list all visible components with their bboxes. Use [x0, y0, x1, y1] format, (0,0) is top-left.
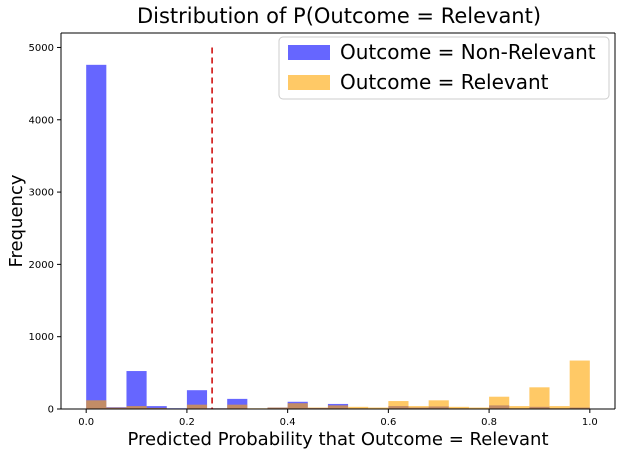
x-tick-label: 0.4 — [280, 417, 296, 428]
bar-series2-bin-16 — [408, 406, 429, 409]
bar-series2-bin-12 — [327, 405, 349, 409]
legend-box — [278, 36, 610, 100]
bar-series2-bin-13 — [348, 406, 369, 409]
bar-series2-bin-15 — [388, 401, 409, 409]
ticks-group: 0.0 0.2 0.4 0.6 0.8 1.0 0 1000 2000 3000 4000 5000 — [29, 43, 598, 428]
x-tick-label: 0.0 — [78, 417, 94, 428]
bar-series1-bin-3 — [146, 406, 167, 409]
y-tick-label: 0 — [48, 405, 54, 416]
x-axis-label: Predicted Probability that Outcome = Rel… — [127, 429, 548, 450]
bar-series2-bin-18 — [448, 406, 469, 409]
bar-series2-bin-10 — [287, 403, 308, 409]
bar-series2-bin-17 — [428, 400, 449, 409]
legend-swatch-2 — [288, 75, 330, 90]
bar-series2-bin-23 — [549, 406, 570, 409]
x-tick-label: 0.6 — [380, 417, 396, 428]
bar-series2-bin-1 — [106, 407, 127, 409]
bar-series1-bin-0 — [86, 64, 107, 409]
x-tick-label: 0.2 — [179, 417, 195, 428]
bar-series2-bin-22 — [529, 387, 550, 409]
bar-series2-bin-0 — [86, 400, 107, 409]
bar-series1-bin-7 — [227, 398, 248, 409]
axes-group — [60, 32, 616, 410]
bar-series2-bin-7 — [227, 404, 248, 409]
y-tick-label: 5000 — [29, 43, 54, 54]
bar-series2-bin-3 — [146, 407, 167, 409]
bar-series2-bin-19 — [468, 407, 490, 409]
y-tick-label: 3000 — [29, 188, 54, 199]
legend-label-2: Outcome = Relevant — [340, 70, 549, 94]
bar-series2-bin-14 — [368, 407, 389, 409]
y-tick-label: 4000 — [29, 115, 54, 126]
bars-group — [86, 64, 590, 409]
chart-title: Distribution of P(Outcome = Relevant) — [137, 4, 541, 28]
y-tick-label: 1000 — [29, 332, 54, 343]
legend: Outcome = Non-Relevant Outcome = Relevant — [278, 36, 610, 100]
y-tick-label: 2000 — [29, 260, 54, 271]
x-tick-label: 0.8 — [481, 417, 497, 428]
bar-series1-bin-5 — [186, 390, 208, 409]
bar-series2-bin-9 — [267, 407, 288, 409]
bar-series2-bin-2 — [126, 406, 147, 409]
x-tick-label: 1.0 — [582, 417, 598, 428]
bar-series2-bin-20 — [489, 396, 510, 409]
bar-series2-bin-5 — [186, 404, 208, 409]
y-axis-label: Frequency — [6, 174, 27, 267]
legend-swatch-1 — [288, 45, 330, 60]
bar-series1-bin-2 — [126, 371, 147, 409]
legend-label-1: Outcome = Non-Relevant — [340, 40, 596, 64]
bar-series2-bin-24 — [569, 360, 590, 409]
bar-series2-bin-11 — [307, 407, 328, 409]
bar-series2-bin-21 — [509, 406, 530, 409]
